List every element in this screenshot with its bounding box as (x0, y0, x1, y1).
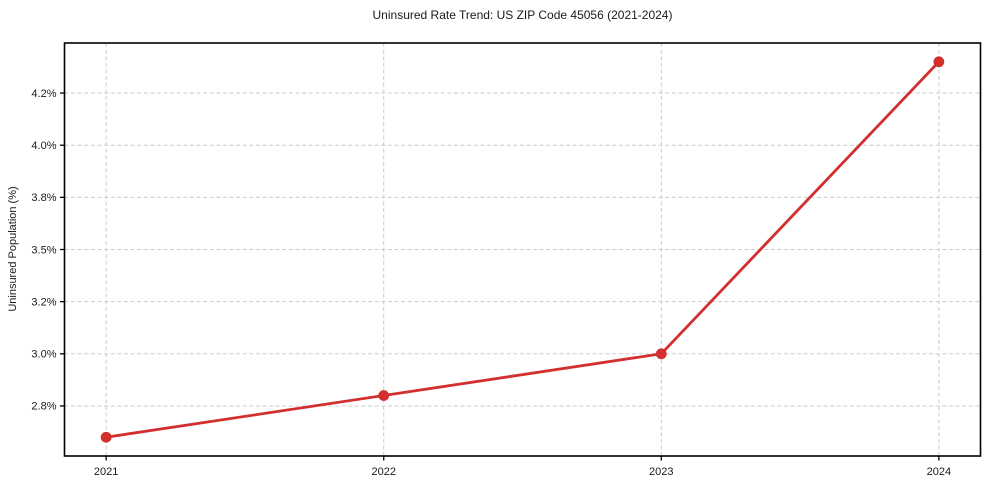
data-point (655, 348, 667, 360)
y-tick-label: 3.0% (31, 349, 56, 361)
y-tick-label: 3.5% (31, 244, 56, 256)
data-point (100, 431, 112, 443)
x-tick-label: 2022 (371, 466, 395, 478)
y-tick-label: 4.2% (31, 88, 56, 100)
x-tick-label: 2021 (94, 466, 118, 478)
y-tick-label: 2.8% (31, 401, 56, 413)
y-tick-label: 3.2% (31, 296, 56, 308)
chart-title: Uninsured Rate Trend: US ZIP Code 45056 … (372, 8, 673, 22)
x-tick-label: 2024 (927, 466, 951, 478)
data-point (933, 56, 945, 68)
data-point (378, 390, 390, 401)
y-tick-label: 4.0% (31, 140, 56, 152)
y-tick-label: 3.8% (31, 192, 56, 204)
x-tick-label: 2023 (649, 466, 673, 478)
trend-line (104, 60, 941, 439)
